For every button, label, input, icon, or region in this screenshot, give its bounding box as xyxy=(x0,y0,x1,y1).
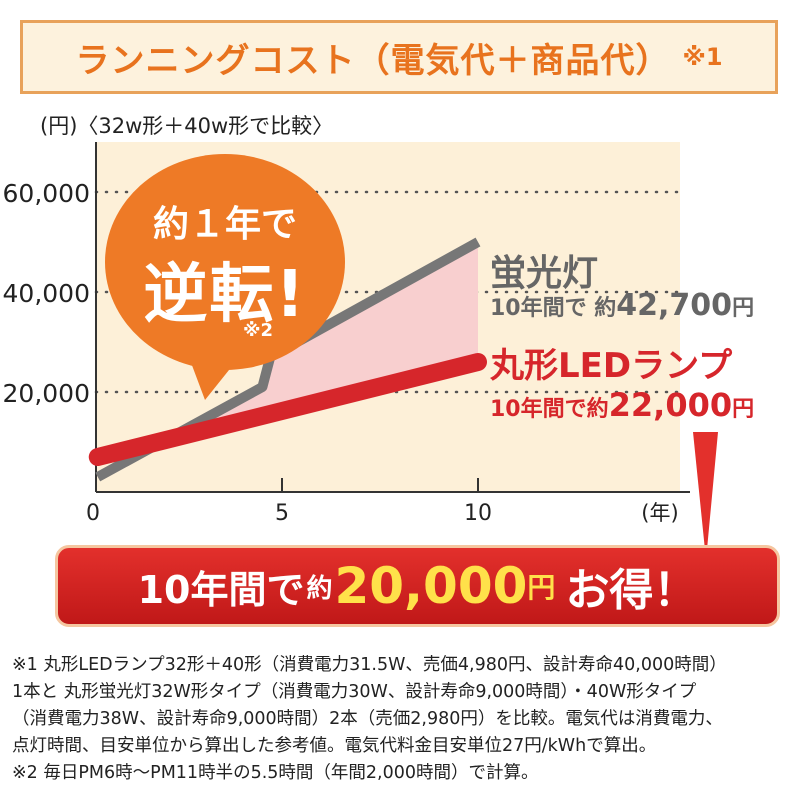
callout-arrow xyxy=(693,432,718,560)
fluorescent-value: 10年間で 約42,700円 xyxy=(490,288,754,323)
banner-part2: 約 xyxy=(306,573,333,604)
fluorescent-unit: 円 xyxy=(732,296,755,321)
title-box: ランニングコスト（電気代＋商品代） ※1 xyxy=(20,20,778,94)
savings-banner: 10年間で 約 20,000 円 お得！ xyxy=(55,545,780,627)
y-tick-label: 60,000 xyxy=(3,179,90,208)
chart-title: ランニングコスト（電気代＋商品代） xyxy=(75,40,671,81)
x-tick-label: 5 xyxy=(275,501,289,526)
bubble-line1: 約１年で xyxy=(152,204,297,245)
led-name: 丸形LEDランプ xyxy=(490,346,733,386)
cost-chart: 20,000 40,000 60,000 0 5 10 (年) xyxy=(3,142,718,560)
x-tick-label: 10 xyxy=(464,501,492,526)
title-note-mark: ※1 xyxy=(682,43,723,71)
footnote-line: 1本と 丸形蛍光灯32W形タイプ（消費電力30W、設計寿命9,000時間）・40… xyxy=(12,682,697,702)
savings-area xyxy=(157,242,478,443)
banner-amount: 20,000 xyxy=(334,557,528,615)
y-unit-label: (円)〈32w形＋40w形で比較〉 xyxy=(40,114,334,138)
bubble-note: ※2 xyxy=(243,320,274,341)
footnote-line: ※1 丸形LEDランプ32形＋40形（消費電力31.5W、売価4,980円、設計… xyxy=(12,655,727,675)
footnotes: ※1 丸形LEDランプ32形＋40形（消費電力31.5W、売価4,980円、設計… xyxy=(12,652,792,787)
banner-part3: お得！ xyxy=(565,565,698,616)
led-prefix: 10年間で約 xyxy=(490,397,609,422)
footnote-line: ※2 毎日PM6時〜PM11時半の5.5時間（年間2,000時間）で計算。 xyxy=(12,763,539,783)
speech-bubble xyxy=(105,154,345,370)
fluorescent-amount: 42,700 xyxy=(616,288,733,323)
led-value: 10年間で約22,000円 xyxy=(490,386,754,424)
footnote-line: （消費電力38W、設計寿命9,000時間）2本（売価2,980円）を比較。電気代… xyxy=(12,709,723,729)
led-line xyxy=(88,353,487,466)
y-tick-label: 20,000 xyxy=(3,379,90,408)
footnote-line: 点灯時間、目安単位から算出した参考値。電気代料金目安単位27円/kWhで算出。 xyxy=(12,736,657,756)
x-unit-label: (年) xyxy=(641,501,678,525)
banner-yen: 円 xyxy=(527,571,556,604)
x-tick-label: 0 xyxy=(86,501,100,526)
y-tick-label: 40,000 xyxy=(3,279,90,308)
fluorescent-name: 蛍光灯 xyxy=(490,253,599,294)
bubble-line2: 逆転! xyxy=(143,258,307,332)
fluorescent-prefix: 10年間で 約 xyxy=(490,296,617,321)
led-amount: 22,000 xyxy=(608,386,733,424)
led-unit: 円 xyxy=(732,397,755,422)
banner-part1: 10年間で xyxy=(137,567,305,612)
